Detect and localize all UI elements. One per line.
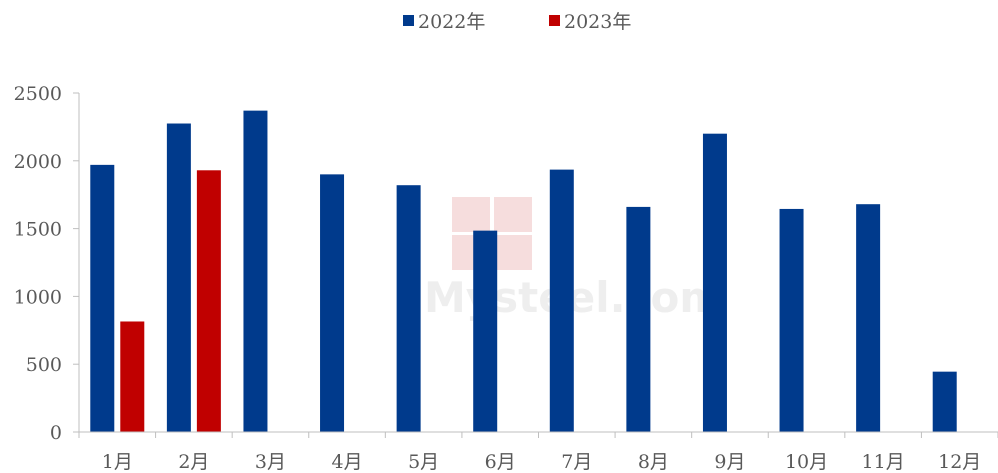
bar-2022-12 — [932, 371, 957, 432]
bar-2022-11 — [856, 204, 881, 432]
legend-swatch-0 — [403, 15, 414, 26]
y-tick-label: 2500 — [14, 83, 62, 105]
legend-swatch-1 — [549, 15, 560, 26]
watermark-logo-box-left — [452, 197, 490, 232]
watermark-logo-box-right — [494, 197, 532, 232]
x-tick-label: 9月 — [714, 451, 745, 473]
x-tick-label: 1月 — [102, 451, 133, 473]
watermark-logo-box-right-2 — [494, 235, 532, 270]
bar-2022-10 — [779, 208, 804, 432]
bar-2022-2 — [166, 123, 191, 432]
x-tick-label: 4月 — [331, 451, 362, 473]
bar-2022-5 — [396, 185, 421, 432]
x-tick-label: 6月 — [485, 451, 516, 473]
bar-2022-4 — [320, 174, 345, 433]
x-tick-label: 12月 — [938, 451, 981, 473]
x-tick-label: 2月 — [178, 451, 209, 473]
bar-2022-7 — [549, 169, 574, 432]
y-tick-label: 1000 — [14, 286, 62, 308]
x-tick-label: 7月 — [561, 451, 592, 473]
legend: 2022年 2023年 — [403, 11, 631, 33]
y-tick-label: 1500 — [14, 219, 62, 241]
x-tick-label: 3月 — [255, 451, 286, 473]
bar-2023-1 — [120, 321, 145, 432]
x-tick-label: 11月 — [862, 451, 905, 473]
bars — [90, 110, 957, 433]
bar-2022-6 — [473, 230, 498, 432]
x-tick-label: 10月 — [785, 451, 828, 473]
x-axis: 1月 2月 3月 4月 5月 6月 7月 8月 9月 10月 11月 12月 — [78, 431, 998, 473]
y-tick-label: 0 — [50, 422, 62, 444]
bar-2022-9 — [702, 133, 727, 432]
legend-label-1: 2023年 — [564, 11, 631, 33]
bar-2022-8 — [626, 206, 651, 432]
y-axis: 0 500 1000 1500 2000 2500 — [14, 83, 80, 444]
y-tick-label: 2000 — [14, 151, 62, 173]
bar-2023-2 — [196, 170, 221, 433]
y-tick-label: 500 — [26, 354, 62, 376]
bar-2022-1 — [90, 164, 115, 433]
bar-2022-3 — [243, 110, 268, 433]
x-tick-label: 5月 — [408, 451, 439, 473]
legend-label-0: 2022年 — [418, 11, 485, 33]
x-tick-label: 8月 — [638, 451, 669, 473]
